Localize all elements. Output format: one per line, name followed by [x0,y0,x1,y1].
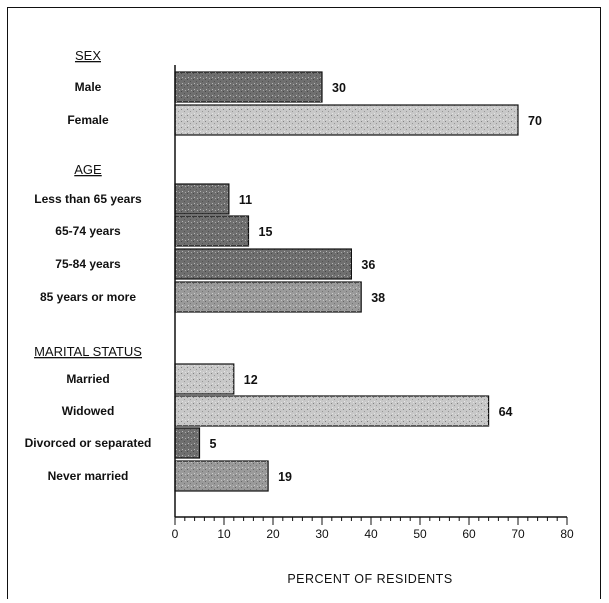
category-label: 65-74 years [55,224,121,238]
x-axis-title: PERCENT OF RESIDENTS [287,572,452,586]
bar-texture [175,461,269,491]
bar-texture [175,72,322,102]
bar-texture [175,184,229,214]
x-tick-label: 30 [315,527,329,541]
x-tick-label: 80 [560,527,574,541]
bar-texture [175,105,518,135]
category-label: Male [75,80,102,94]
bar-texture [175,282,362,312]
data-label: 70 [528,114,542,128]
bar-texture [175,249,352,279]
x-tick-label: 40 [364,527,378,541]
x-tick-label: 70 [511,527,525,541]
x-tick-label: 10 [217,527,231,541]
data-label: 15 [259,225,273,239]
x-tick-label: 0 [172,527,179,541]
category-label: Less than 65 years [34,192,142,206]
bar-texture [175,428,200,458]
data-label: 11 [239,193,252,207]
data-label: 5 [210,437,217,451]
category-label: Widowed [62,404,115,418]
category-label: Female [67,113,109,127]
data-label: 38 [371,291,385,305]
chart-frame [7,7,601,599]
group-title: MARITAL STATUS [34,344,142,359]
data-label: 30 [332,81,346,95]
category-label: Never married [48,469,129,483]
category-label: Married [66,372,109,386]
bar-texture [175,216,249,246]
group-title: SEX [75,48,101,63]
x-tick-label: 50 [413,527,427,541]
data-label: 12 [244,373,258,387]
x-tick-label: 20 [266,527,280,541]
category-label: Divorced or separated [25,436,152,450]
bar-texture [175,364,234,394]
category-label: 85 years or more [40,290,136,304]
bar-texture [175,396,489,426]
category-label: 75-84 years [55,257,121,271]
x-tick-label: 60 [462,527,476,541]
data-label: 19 [278,470,292,484]
data-label: 64 [499,405,513,419]
group-title: AGE [74,162,102,177]
data-label: 36 [361,258,375,272]
